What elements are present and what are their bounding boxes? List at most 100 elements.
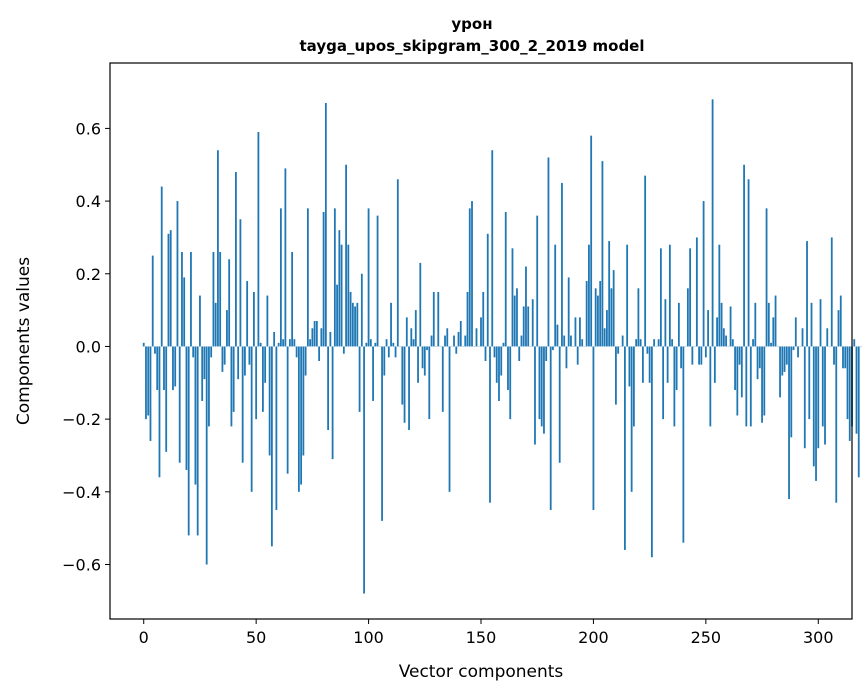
bar-182	[552, 346, 554, 351]
bar-216	[628, 346, 631, 387]
bar-259	[725, 335, 727, 347]
bar-32	[214, 302, 217, 347]
bar-200	[592, 346, 595, 510]
bar-73	[306, 208, 309, 347]
bar-119	[410, 328, 413, 347]
bar-307	[833, 346, 835, 365]
bar-230	[659, 248, 662, 347]
bar-116	[403, 346, 406, 423]
bar-75	[311, 328, 314, 347]
bar-261	[729, 306, 732, 347]
bar-223	[644, 175, 647, 347]
bar-255	[716, 317, 718, 347]
x-tick-label: 150	[466, 628, 497, 647]
bar-205	[603, 328, 606, 347]
bar-62	[282, 339, 285, 347]
bar-3	[149, 346, 152, 441]
bar-150	[480, 317, 482, 347]
bar-248	[700, 346, 703, 365]
bar-268	[745, 346, 748, 427]
bar-1	[145, 346, 147, 420]
bar-285	[783, 346, 786, 372]
bar-126	[426, 346, 428, 351]
bar-20	[187, 346, 190, 536]
bar-302	[821, 346, 824, 427]
bar-40	[232, 346, 235, 412]
bar-244	[691, 346, 694, 365]
y-axis-ticks: −0.6 −0.4 −0.2 0.0 0.2 0.4 0.6	[62, 119, 110, 574]
bar-134	[444, 335, 446, 347]
x-axis-ticks: 0 50 100 150 200 250 300	[139, 619, 834, 647]
bar-18	[183, 277, 186, 347]
bar-213	[621, 335, 624, 347]
bar-185	[558, 346, 561, 463]
bar-301	[819, 299, 822, 347]
bar-50	[255, 346, 258, 420]
bar-86	[336, 284, 338, 347]
bar-169	[522, 306, 525, 347]
bar-8	[160, 186, 163, 347]
bar-232	[664, 299, 667, 347]
bar-222	[641, 346, 644, 383]
bar-274	[758, 346, 761, 369]
bar-47	[248, 346, 251, 365]
bar-270	[749, 346, 752, 427]
bar-257	[720, 302, 723, 347]
bar-284	[781, 346, 784, 376]
bar-122	[417, 346, 419, 383]
bar-136	[448, 346, 451, 492]
bar-87	[338, 230, 341, 347]
bar-203	[599, 281, 602, 347]
bar-13	[172, 346, 174, 391]
bar-135	[446, 328, 449, 347]
bar-225	[648, 346, 651, 383]
bar-289	[792, 346, 795, 351]
bar-210	[615, 346, 617, 405]
bar-197	[585, 281, 588, 347]
bar-59	[275, 346, 278, 510]
bar-194	[579, 317, 581, 347]
bar-85	[333, 208, 336, 347]
y-tick-label: −0.4	[62, 483, 101, 502]
bar-224	[646, 346, 649, 354]
bar-288	[790, 346, 793, 438]
bar-164	[511, 248, 514, 347]
bar-36	[223, 346, 226, 365]
bar-152	[484, 346, 487, 361]
bar-6	[156, 346, 159, 391]
bar-176	[538, 346, 541, 420]
bar-173	[531, 299, 534, 347]
bar-44	[241, 346, 244, 463]
bar-12	[169, 230, 172, 347]
bar-81	[324, 102, 327, 347]
bar-102	[372, 346, 374, 401]
bar-76	[313, 321, 316, 347]
bar-171	[527, 306, 530, 347]
bar-276	[763, 346, 766, 416]
bar-201	[594, 288, 597, 347]
bar-124	[421, 346, 424, 369]
bar-129	[432, 291, 435, 347]
bar-217	[630, 346, 633, 492]
bar-9	[163, 346, 165, 391]
bar-199	[590, 135, 593, 347]
bar-154	[489, 346, 491, 503]
bar-183	[554, 244, 557, 347]
bar-140	[457, 331, 460, 347]
bar-209	[612, 270, 615, 347]
bar-94	[354, 306, 356, 347]
bar-313	[846, 346, 849, 420]
bar-11	[167, 233, 170, 347]
bar-168	[520, 335, 523, 347]
bar-23	[194, 346, 197, 485]
x-tick-label: 100	[353, 628, 384, 647]
bar-39	[230, 346, 233, 427]
bar-55	[266, 295, 269, 347]
bar-17	[181, 251, 183, 347]
bar-179	[545, 346, 548, 361]
y-axis-label: Components values	[14, 257, 34, 425]
bar-106	[381, 346, 383, 521]
bar-296	[808, 346, 811, 420]
bar-96	[358, 346, 361, 412]
bar-46	[246, 281, 249, 347]
